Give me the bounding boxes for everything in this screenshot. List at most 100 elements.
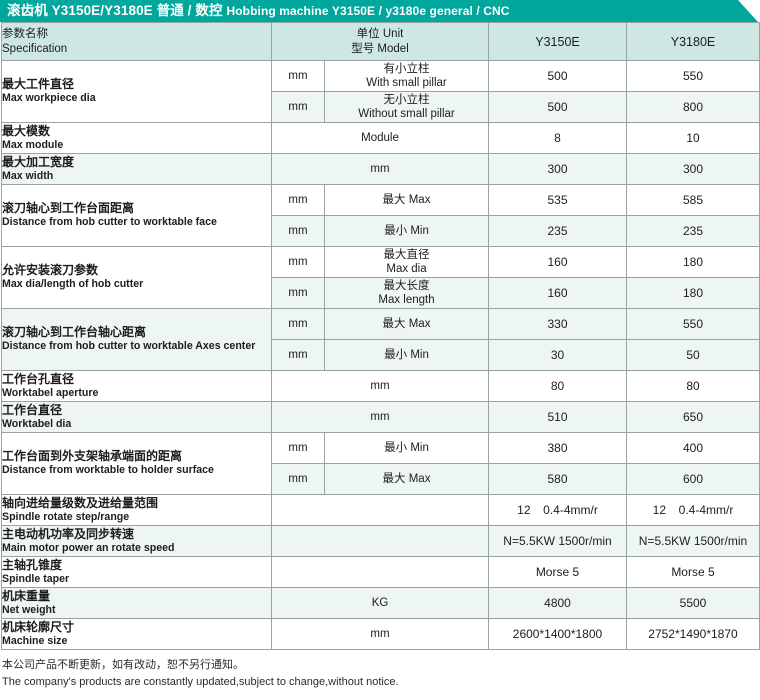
value-y3180e: 80	[626, 370, 760, 402]
row-unit-model: mm	[271, 370, 489, 402]
row-model-cn: 最大长度	[383, 279, 430, 292]
row-model-cn: 最大 Max	[382, 472, 431, 485]
row-unit-model	[271, 525, 489, 557]
table-row: 工作台孔直径 Worktabel aperture mm 80 80	[1, 370, 760, 402]
row-unit-text: Module	[361, 131, 399, 144]
row-label-en: Worktabel dia	[2, 417, 72, 430]
value-y3150e: 2600*1400*1800	[488, 618, 627, 650]
value-y3180e: N=5.5KW 1500r/min	[626, 525, 760, 557]
row-model: 有小立柱 With small pillar	[324, 60, 489, 92]
row-unit: mm	[271, 91, 325, 123]
value-y3180e: 10	[626, 122, 760, 154]
row-label-cn: 最大模数	[2, 123, 51, 138]
row-unit: mm	[271, 184, 325, 216]
row-label-en: Main motor power an rotate speed	[2, 541, 175, 554]
value-y3180e: 235	[626, 215, 760, 247]
row-unit-text: mm	[370, 410, 390, 423]
row-label-cn: 主轴孔锥度	[2, 557, 63, 572]
row-model-cn: 有小立柱	[383, 62, 430, 75]
row-model-cn: 最小 Min	[384, 224, 429, 237]
row-model-en: Max dia	[386, 263, 427, 275]
value-y3150e-range: 0.4-4mm/r	[543, 502, 598, 517]
banner-title-cn: 滚齿机 Y3150E/Y3180E 普通 / 数控	[7, 3, 223, 19]
row-label-cn: 工作台面到外支架轴承端面的距离	[2, 449, 183, 464]
row-label-en: Spindle taper	[2, 572, 70, 585]
value-y3180e: 550	[626, 60, 760, 92]
row-label-cn: 机床重量	[2, 588, 51, 603]
row-label: 最大工件直径 Max workpiece dia	[1, 60, 272, 123]
row-label-en: Max width	[2, 169, 54, 182]
row-model: 最小 Min	[324, 339, 489, 371]
value-y3150e: 580	[488, 463, 627, 495]
row-label-en: Machine size	[2, 634, 68, 647]
row-label-cn: 机床轮廓尺寸	[2, 619, 75, 634]
row-model: 无小立柱 Without small pillar	[324, 91, 489, 123]
specification-table: 参数名称 Specification 单位 Unit 型号 Model Y315…	[1, 22, 760, 650]
row-unit-text: KG	[371, 596, 389, 609]
row-unit-model: KG	[271, 587, 489, 619]
row-model: 最大长度 Max length	[324, 277, 489, 309]
value-y3150e: 380	[488, 432, 627, 464]
value-y3180e: 650	[626, 401, 760, 433]
row-label-en: Max dia/length of hob cutter	[2, 278, 144, 291]
row-label-cn: 工作台直径	[2, 402, 63, 417]
value-y3150e: 500	[488, 60, 627, 92]
row-label-cn: 允许安装滚刀参数	[2, 263, 99, 278]
row-unit-text: mm	[370, 379, 390, 392]
table-row: mm 无小立柱 Without small pillar 500 800	[2, 91, 760, 123]
value-y3180e: 2752*1490*1870	[626, 618, 760, 650]
value-y3150e: 4800	[488, 587, 627, 619]
header-unit-cn: 单位 Unit	[356, 28, 404, 41]
row-label: 滚刀轴心到工作台轴心距离 Distance from hob cutter to …	[1, 308, 272, 371]
value-y3180e-range: 0.4-4mm/r	[678, 502, 734, 517]
value-y3150e: Morse 5	[488, 556, 627, 588]
table-header: 参数名称 Specification 单位 Unit 型号 Model Y315…	[1, 22, 760, 61]
value-y3150e: N=5.5KW 1500r/min	[488, 525, 627, 557]
row-model-en: With small pillar	[366, 77, 447, 89]
value-y3180e: Morse 5	[626, 556, 760, 588]
value-y3150e: 80	[488, 370, 627, 402]
row-unit: mm	[271, 432, 325, 464]
value-y3180e: 12 0.4-4mm/r	[626, 494, 760, 526]
value-y3180e: 180	[626, 277, 760, 309]
row-unit-model	[271, 494, 489, 526]
row-label: 最大加工宽度 Max width	[1, 153, 272, 185]
value-y3150e: 235	[488, 215, 627, 247]
row-model: 最大直径 Max dia	[324, 246, 489, 278]
row-label: 机床轮廓尺寸 Machine size	[1, 618, 272, 650]
row-label-en: Distance from hob cutter to worktable fa…	[2, 216, 217, 229]
value-y3150e: 510	[488, 401, 627, 433]
value-y3150e: 30	[488, 339, 627, 371]
value-y3150e: 500	[488, 91, 627, 123]
value-y3180e: 585	[626, 184, 760, 216]
value-y3180e: 50	[626, 339, 760, 371]
footer-line-cn: 本公司产品不断更新，如有改动，恕不另行通知。	[2, 659, 244, 671]
value-y3150e: 535	[488, 184, 627, 216]
value-y3150e: 8	[488, 122, 627, 154]
value-y3180e: 600	[626, 463, 760, 495]
banner-title-en: Hobbing machine Y3150E / y3180e general …	[226, 4, 510, 19]
header-model-y3150e: Y3150E	[488, 22, 627, 61]
row-label-en: Max workpiece dia	[2, 92, 96, 105]
row-model: 最大 Max	[324, 308, 489, 340]
table-body: 最大工件直径 Max workpiece dia mm 有小立柱 With small …	[1, 60, 760, 650]
row-label-cn: 工作台孔直径	[2, 371, 75, 386]
row-label-cn: 最大工件直径	[2, 77, 75, 92]
table-row: 工作台面到外支架轴承端面的距离 Distance from worktable t…	[1, 432, 760, 495]
table-row: 最大加工宽度 Max width mm 300 300	[1, 153, 760, 185]
footer-line-en: The company's products are constantly up…	[2, 675, 399, 688]
value-y3150e: 160	[488, 246, 627, 278]
row-model-cn: 最大 Max	[382, 193, 431, 206]
row-unit: mm	[271, 277, 325, 309]
row-label: 轴向进给量级数及进给量范围 Spindle rotate step/range	[1, 494, 272, 526]
row-label: 最大模数 Max module	[1, 122, 272, 154]
row-model-cn: 最小 Min	[384, 441, 429, 454]
row-label: 机床重量 Net weight	[1, 587, 272, 619]
row-model: 最大 Max	[324, 184, 489, 216]
row-label-en: Spindle rotate step/range	[2, 510, 130, 523]
value-y3180e: 800	[626, 91, 760, 123]
table-row: 主轴孔锥度 Spindle taper Morse 5 Morse 5	[1, 556, 760, 588]
row-label-en: Distance from hob cutter to worktable Ax…	[2, 340, 256, 353]
banner-title: 滚齿机 Y3150E/Y3180E 普通 / 数控 Hobbing machin…	[7, 4, 510, 18]
header-specification-cn: 参数名称	[2, 28, 48, 41]
